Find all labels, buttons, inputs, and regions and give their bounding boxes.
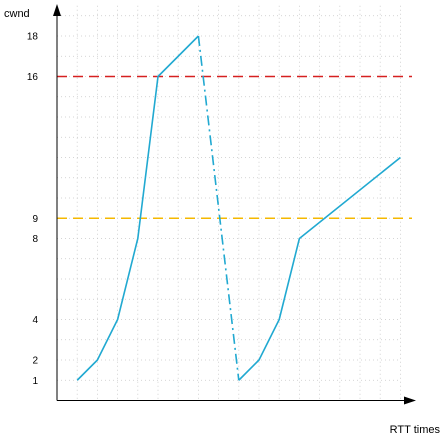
y-tick-label: 4 (32, 315, 38, 326)
series-lines (76, 35, 401, 381)
y-tick-label: 18 (27, 32, 39, 43)
axes (53, 4, 416, 405)
y-tick-label: 9 (32, 214, 38, 225)
y-tick-label: 2 (32, 356, 38, 367)
series-line-2 (197, 35, 240, 381)
series-line-3 (238, 156, 401, 381)
threshold-lines (57, 75, 412, 220)
x-axis-arrow (404, 396, 416, 405)
y-tick-label: 16 (27, 72, 39, 83)
x-axis-label: RTT times (390, 424, 441, 436)
y-axis-arrow (53, 4, 61, 16)
y-tick-label: 8 (32, 234, 38, 245)
y-tick-label: 1 (32, 376, 38, 387)
y-tick-labels: 1 2 4 8 9 16 18 (27, 32, 39, 387)
series-line-1 (76, 35, 199, 381)
grid (57, 5, 401, 401)
y-axis-label: cwnd (4, 8, 30, 20)
